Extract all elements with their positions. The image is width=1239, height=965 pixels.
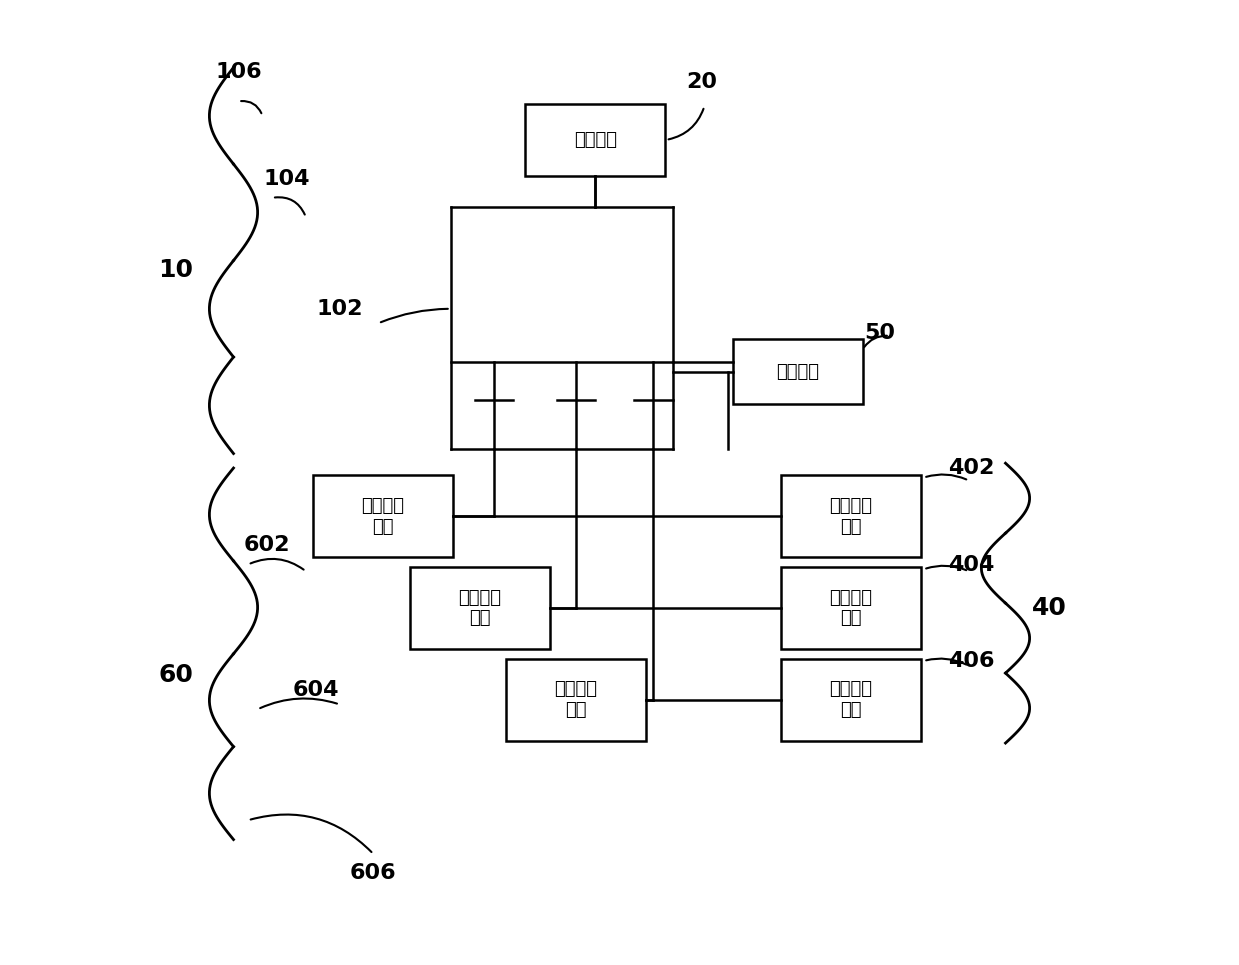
Text: 104: 104: [264, 169, 310, 188]
Text: 106: 106: [216, 63, 261, 82]
Text: 102: 102: [316, 299, 363, 318]
Text: 404: 404: [949, 555, 995, 574]
Text: 40: 40: [1032, 596, 1067, 620]
Text: 50: 50: [865, 323, 896, 343]
Text: 绿色像素
电极: 绿色像素 电极: [830, 589, 872, 627]
Text: 蓝色像素
电极: 蓝色像素 电极: [830, 680, 872, 719]
Text: 406: 406: [949, 651, 995, 671]
FancyBboxPatch shape: [410, 566, 550, 648]
Text: 60: 60: [159, 664, 193, 687]
Text: 绿色控制
驱动: 绿色控制 驱动: [458, 589, 501, 627]
FancyBboxPatch shape: [781, 566, 921, 648]
Text: 使能驱动: 使能驱动: [777, 363, 819, 380]
FancyBboxPatch shape: [781, 475, 921, 557]
Text: 604: 604: [292, 680, 338, 700]
FancyBboxPatch shape: [781, 659, 921, 741]
Text: 606: 606: [351, 864, 396, 883]
Text: 602: 602: [244, 536, 290, 555]
Text: 402: 402: [949, 458, 995, 478]
Text: 20: 20: [686, 72, 717, 92]
Text: 10: 10: [159, 259, 193, 282]
Text: 红色像素
电极: 红色像素 电极: [830, 497, 872, 536]
FancyBboxPatch shape: [313, 475, 453, 557]
FancyBboxPatch shape: [733, 339, 864, 404]
FancyBboxPatch shape: [525, 104, 665, 176]
Text: 扫描驱动: 扫描驱动: [574, 131, 617, 149]
Text: 蓝色控制
驱动: 蓝色控制 驱动: [555, 680, 597, 719]
FancyBboxPatch shape: [506, 659, 646, 741]
Text: 红色控制
驱动: 红色控制 驱动: [362, 497, 405, 536]
